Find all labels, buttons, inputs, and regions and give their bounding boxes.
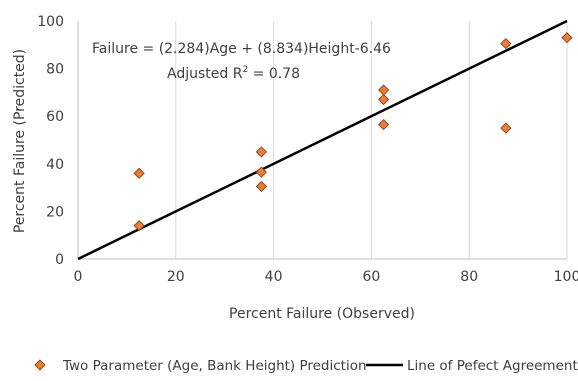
data-point-diamond (500, 122, 512, 134)
data-point-diamond (500, 38, 512, 50)
y-tick-label: 80 (46, 62, 64, 78)
y-tick-label: 40 (46, 157, 64, 173)
x-tick-label: 0 (74, 269, 83, 285)
data-point-diamond (378, 118, 390, 131)
y-tick-label: 100 (37, 14, 64, 30)
legend-label-prediction: Two Parameter (Age, Bank Height) Predict… (62, 358, 367, 374)
y-tick-label: 20 (46, 204, 64, 220)
data-point-diamond (255, 146, 267, 158)
equation-annotation: Failure = (2.284)Age + (8.834)Height-6.4… (92, 41, 391, 57)
x-tick-label: 100 (554, 269, 578, 285)
legend-label-agreement: Line of Pefect Agreement (407, 358, 578, 374)
perfect-agreement-line (77, 19, 568, 261)
r2-superscript: 2 (242, 65, 248, 75)
r2-prefix: Adjusted R (167, 66, 243, 82)
data-point-diamond (378, 84, 390, 96)
data-point-diamond (255, 180, 267, 192)
x-tick-label: 40 (265, 269, 283, 285)
y-axis-label: Percent Failure (Predicted) (12, 49, 28, 233)
data-point-diamond (378, 93, 390, 106)
y-tick-label: 60 (46, 109, 64, 125)
x-tick-label: 20 (167, 269, 185, 285)
r2-annotation: Adjusted R2 = 0.78 (167, 65, 300, 82)
legend-diamond-marker (34, 359, 46, 371)
data-point-diamond (133, 220, 145, 232)
data-point-diamond (561, 32, 573, 44)
data-point-diamond (255, 166, 267, 178)
x-tick-label: 80 (460, 269, 478, 285)
legend: Two Parameter (Age, Bank Height) Predict… (34, 358, 578, 374)
x-axis-label: Percent Failure (Observed) (229, 306, 415, 322)
y-tick-label: 0 (55, 252, 64, 268)
r2-value: = 0.78 (248, 66, 300, 82)
data-point-diamond (133, 167, 145, 179)
x-tick-label: 60 (362, 269, 380, 285)
